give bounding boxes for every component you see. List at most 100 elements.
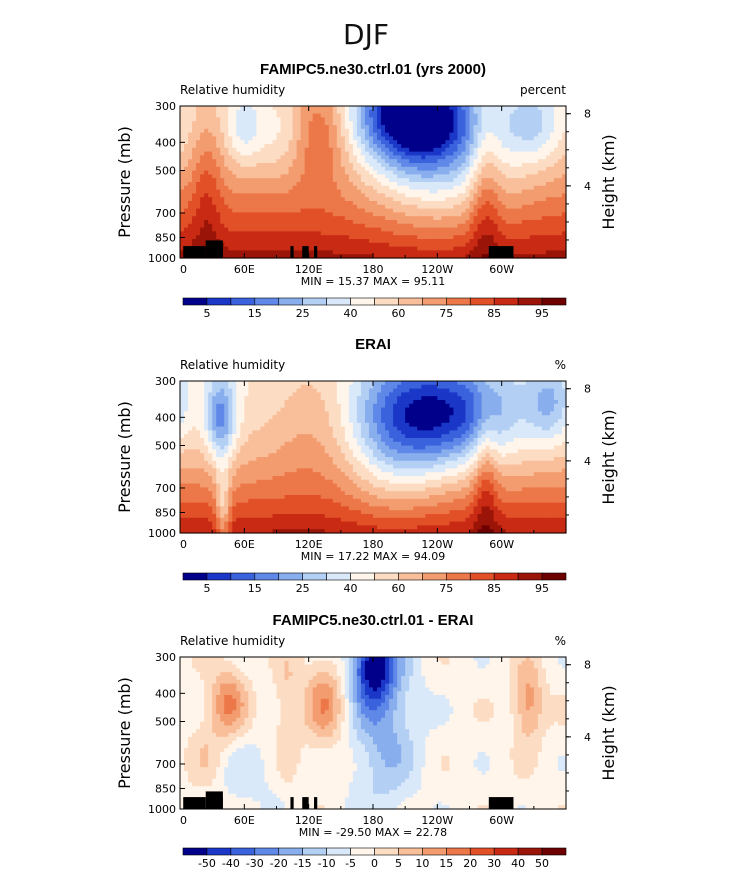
field-cell (264, 212, 270, 217)
field-cell (557, 193, 563, 198)
field-cell (465, 128, 471, 134)
field-cell (513, 246, 519, 251)
field-cell (300, 411, 306, 416)
field-cell (256, 106, 262, 111)
field-cell (336, 147, 342, 153)
field-cell (465, 381, 471, 386)
field-cell (316, 231, 322, 236)
field-cell (437, 396, 442, 401)
field-cell (401, 246, 406, 251)
field-cell (437, 403, 442, 409)
field-cell (236, 151, 241, 156)
field-cell (284, 144, 290, 149)
field-cell (541, 411, 547, 416)
field-cell (248, 239, 253, 244)
field-cell (280, 415, 286, 420)
field-cell (505, 121, 511, 126)
field-cell (352, 239, 358, 244)
field-cell (284, 388, 290, 393)
field-cell (437, 197, 442, 202)
field-cell (385, 216, 390, 221)
field-cell (389, 182, 394, 187)
field-cell (208, 182, 213, 187)
field-cell (320, 193, 326, 198)
field-cell (497, 166, 503, 172)
field-cell (196, 403, 201, 409)
field-cell (196, 208, 201, 213)
field-cell (393, 223, 398, 229)
field-cell (260, 403, 266, 409)
field-cell (212, 163, 217, 168)
field-cell (529, 220, 535, 225)
field-cell (284, 220, 290, 225)
field-cell (489, 415, 495, 420)
field-cell (481, 392, 487, 397)
field-cell (545, 128, 551, 134)
field-cell (393, 132, 398, 137)
field-cell (397, 407, 402, 412)
field-cell (260, 235, 266, 240)
field-cell (312, 178, 318, 183)
field-cell (184, 415, 189, 420)
field-cell (465, 155, 471, 160)
field-cell (232, 193, 237, 198)
field-cell (397, 121, 402, 126)
field-cell (513, 227, 519, 232)
field-cell (381, 216, 386, 221)
field-cell (481, 163, 487, 168)
field-cell (252, 204, 257, 210)
height-tick-label: 4 (584, 180, 591, 193)
field-cell (445, 250, 450, 255)
field-cell (525, 155, 531, 160)
field-cell (228, 166, 233, 172)
field-cell (445, 166, 450, 172)
field-cell (477, 384, 483, 390)
field-cell (521, 163, 527, 168)
field-cell (336, 212, 342, 217)
field-cell (545, 189, 551, 194)
field-cell (296, 403, 302, 409)
field-cell (381, 388, 386, 393)
field-cell (553, 223, 559, 229)
field-cell (521, 174, 527, 179)
field-cell (501, 381, 507, 386)
field-cell (248, 250, 253, 255)
field-cell (405, 147, 410, 153)
field-cell (340, 128, 346, 134)
field-cell (549, 384, 555, 390)
field-cell (320, 151, 326, 156)
field-cell (300, 201, 306, 206)
colorbar-label: 60 (391, 307, 405, 320)
field-cell (284, 197, 290, 202)
field-cell (417, 163, 422, 168)
field-cell (344, 132, 350, 137)
field-cell (248, 415, 253, 420)
field-cell (268, 189, 274, 194)
field-cell (208, 155, 213, 160)
field-cell (244, 250, 249, 255)
field-cell (368, 170, 374, 175)
field-cell (212, 216, 217, 221)
field-cell (405, 208, 410, 213)
field-cell (228, 185, 233, 191)
field-cell (381, 182, 386, 187)
field-cell (260, 106, 266, 111)
field-cell (280, 117, 286, 122)
field-cell (377, 231, 382, 236)
field-cell (280, 227, 286, 232)
field-cell (425, 400, 430, 405)
field-cell (196, 182, 201, 187)
field-cell (477, 159, 483, 164)
field-cell (284, 178, 290, 183)
field-cell (328, 415, 334, 420)
field-cell (453, 140, 459, 145)
field-cell (545, 415, 551, 420)
field-cell (324, 254, 330, 259)
field-cell (513, 193, 519, 198)
field-cell (473, 197, 479, 202)
field-cell (481, 125, 487, 130)
field-cell (481, 128, 487, 134)
field-cell (292, 151, 298, 156)
field-cell (465, 185, 471, 191)
field-cell (288, 159, 294, 164)
